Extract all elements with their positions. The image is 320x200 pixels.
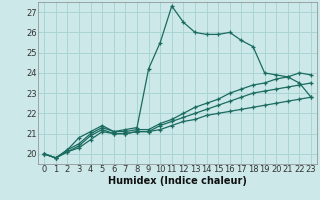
X-axis label: Humidex (Indice chaleur): Humidex (Indice chaleur) [108, 176, 247, 186]
